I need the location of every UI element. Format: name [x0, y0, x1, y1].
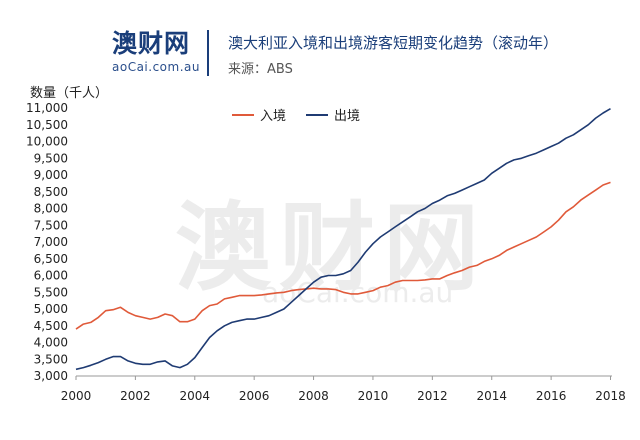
x-tick-label: 2000	[61, 389, 92, 403]
y-tick-label: 6,000	[34, 269, 68, 283]
y-tick-label: 8,500	[34, 185, 68, 199]
legend-label-departures: 出境	[334, 109, 360, 124]
x-tick-label: 2016	[536, 389, 567, 403]
y-tick-label: 3,000	[34, 369, 68, 383]
y-tick-label: 10,000	[26, 135, 68, 149]
y-tick-label: 4,500	[34, 319, 68, 333]
y-axis-label: 数量（千人）	[30, 86, 109, 101]
series-line-departures	[75, 108, 611, 371]
aocai-logo: 澳财网 aoCai.com.au	[112, 29, 200, 75]
y-tick-label: 10,500	[26, 118, 68, 132]
header-divider	[207, 30, 209, 76]
y-tick-label: 5,000	[34, 302, 68, 316]
y-tick-label: 5,500	[34, 285, 68, 299]
x-tick-label: 2008	[298, 389, 329, 403]
logo-domain-text: aoCai.com.au	[112, 60, 200, 74]
chart-axes: 3,000 3,500 4,000 4,500 5,000 5,500 6,000 6,500…	[26, 101, 626, 403]
chart-legend: 入境 出境	[232, 109, 360, 124]
y-tick-label: 6,500	[34, 252, 68, 266]
x-tick-label: 2006	[239, 389, 270, 403]
chart-source: 来源：ABS	[228, 62, 293, 77]
x-tick-label: 2014	[476, 389, 507, 403]
x-tick-label: 2010	[358, 389, 389, 403]
series-layer	[75, 108, 611, 371]
x-tick-label: 2018	[595, 389, 626, 403]
logo-main-text: 澳财网	[112, 29, 191, 58]
y-tick-label: 7,000	[34, 235, 68, 249]
y-tick-label: 9,500	[34, 151, 68, 165]
y-tick-label: 7,500	[34, 218, 68, 232]
y-tick-label: 8,000	[34, 202, 68, 216]
y-tick-label: 4,000	[34, 336, 68, 350]
x-tick-label: 2012	[417, 389, 448, 403]
x-tick-label: 2002	[120, 389, 151, 403]
series-line-arrivals	[75, 181, 611, 330]
y-tick-label: 11,000	[26, 101, 68, 115]
y-tick-label: 3,500	[34, 352, 68, 366]
x-tick-label: 2004	[180, 389, 211, 403]
chart-title: 澳大利亚入境和出境游客短期变化趋势（滚动年）	[228, 34, 559, 52]
chart-header: 澳财网 aoCai.com.au 澳大利亚入境和出境游客短期变化趋势（滚动年） …	[0, 0, 640, 80]
y-tick-label: 9,000	[34, 168, 68, 182]
legend-label-arrivals: 入境	[260, 109, 286, 124]
